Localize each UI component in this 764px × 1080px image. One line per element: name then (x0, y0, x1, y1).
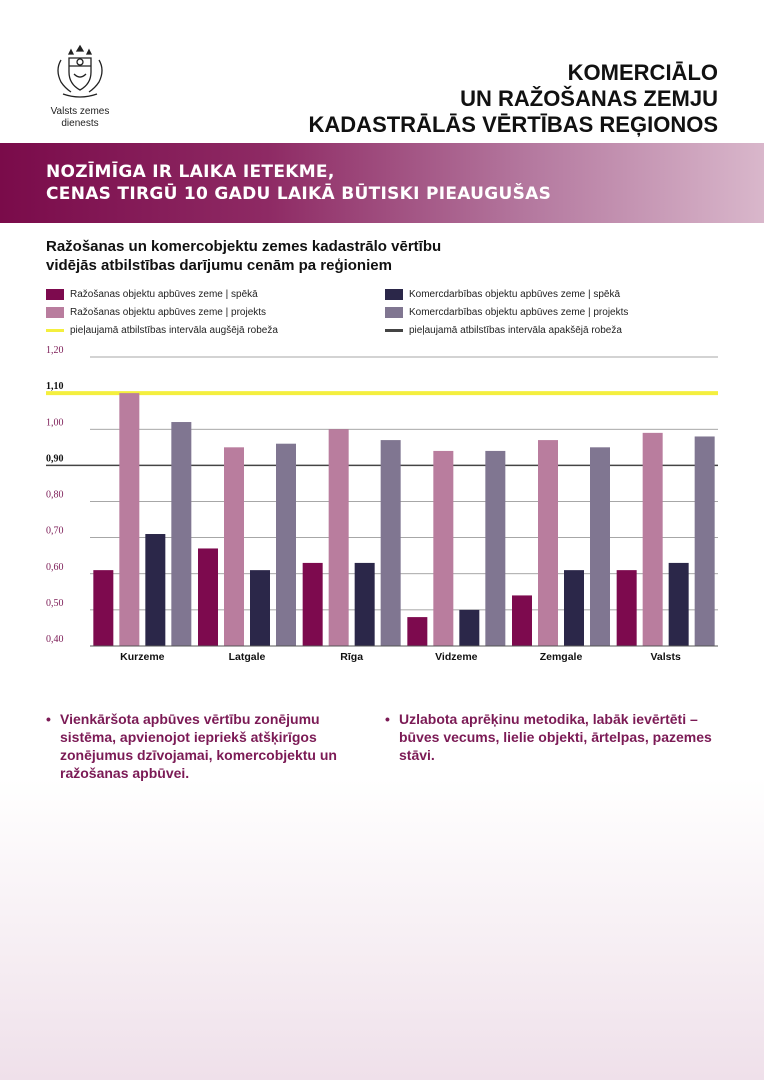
bar-s2 (328, 429, 349, 646)
bar-s3 (459, 609, 480, 646)
headline-banner: NOZĪMĪGA IR LAIKA IETEKME, CENAS TIRGŪ 1… (0, 143, 764, 223)
x-tick-label: Zemgale (540, 651, 583, 663)
page-title-line2: UN RAŽOŠANAS ZEMJU (460, 86, 718, 111)
legend-label-s1: Ražošanas objektu apbūves zeme | spēkā (70, 289, 258, 300)
bar-s2 (642, 432, 663, 646)
bar-s2 (538, 440, 558, 646)
bar-s4 (590, 447, 610, 646)
bullet-dot-1: • (46, 711, 51, 727)
bullet-text-2: Uzlabota aprēķinu metodika, labāk ievērt… (399, 711, 712, 763)
bar-s1 (407, 617, 428, 646)
legend-label-s4: Komercdarbības objektu apbūves zeme | pr… (409, 307, 629, 318)
legend-swatch-s4 (385, 307, 403, 318)
y-tick-label: 0,80 (46, 490, 64, 501)
legend-line-upper (46, 329, 64, 332)
legend-swatch-s1 (46, 289, 64, 300)
x-tick-label: Kurzeme (120, 651, 165, 663)
page-title-line3: KADASTRĀLĀS VĒRTĪBAS REĢIONOS (308, 112, 718, 137)
bar-s1 (93, 570, 114, 646)
legend-label-lower: pieļaujamā atbilstības intervāla apakšēj… (409, 325, 622, 336)
bar-s3 (354, 562, 375, 646)
chart-title-line1: Ražošanas un komercobjektu zemes kadastr… (46, 238, 442, 255)
legend-item-s1: Ražošanas objektu apbūves zeme | spēkā (46, 289, 258, 300)
logo: Valsts zemes dienests (40, 40, 120, 130)
logo-text-line2: dienests (61, 118, 99, 129)
page-title: KOMERCIĀLO UN RAŽOŠANAS ZEMJU KADASTRĀLĀ… (309, 60, 718, 138)
x-tick-label: Rīga (340, 651, 363, 663)
y-tick-label: 1,00 (46, 417, 64, 428)
legend-item-upper: pieļaujamā atbilstības intervāla augšējā… (46, 325, 278, 336)
y-tick-label: 0,90 (46, 453, 64, 464)
y-tick-label: 0,60 (46, 562, 64, 573)
bar-s4 (276, 443, 296, 646)
bar-s2 (224, 447, 244, 646)
bullet-item-1: • Vienkāršota apbūves vērtību zonējumu s… (46, 710, 376, 782)
bar-chart: 0,40 0,50 0,60 0,70 0,80 0,90 1,00 1,10 1,20 Kurz… (46, 345, 718, 663)
bar-s3 (668, 562, 689, 646)
bar-s1 (198, 548, 218, 646)
bar-s4 (485, 450, 506, 646)
bar-s1 (512, 595, 532, 646)
bullet-text-1: Vienkāršota apbūves vērtību zonējumu sis… (60, 711, 337, 781)
coat-of-arms-icon (57, 44, 103, 98)
bar-s3 (250, 570, 270, 646)
legend-item-s3: Komercdarbības objektu apbūves zeme | sp… (385, 289, 620, 300)
x-tick-label: Vidzeme (435, 651, 478, 663)
y-tick-label: 0,70 (46, 526, 64, 537)
bar-s4 (171, 422, 192, 646)
chart-title: Ražošanas un komercobjektu zemes kadastr… (46, 237, 646, 275)
page-title-line1: KOMERCIĀLO (567, 60, 718, 85)
bar-s2 (119, 393, 140, 646)
y-tick-label: 0,40 (46, 634, 64, 645)
y-tick-label: 0,50 (46, 598, 64, 609)
legend-line-lower (385, 329, 403, 332)
legend-item-lower: pieļaujamā atbilstības intervāla apakšēj… (385, 325, 622, 336)
legend-item-s2: Ražošanas objektu apbūves zeme | projekt… (46, 307, 266, 318)
legend-swatch-s2 (46, 307, 64, 318)
y-tick-label: 1,10 (46, 381, 64, 392)
bar-s3 (564, 570, 584, 646)
x-tick-label: Latgale (229, 651, 266, 663)
legend-label-upper: pieļaujamā atbilstības intervāla augšējā… (70, 325, 278, 336)
bullet-item-2: • Uzlabota aprēķinu metodika, labāk ievē… (385, 710, 715, 764)
bullet-dot-2: • (385, 711, 390, 727)
legend-label-s3: Komercdarbības objektu apbūves zeme | sp… (409, 289, 621, 300)
bar-s1 (302, 562, 323, 646)
bar-s4 (694, 436, 715, 646)
bar-s3 (145, 534, 166, 646)
bar-s2 (433, 450, 454, 646)
legend-item-s4: Komercdarbības objektu apbūves zeme | pr… (385, 307, 628, 318)
chart-title-line2: vidējās atbilstības darījumu cenām pa re… (46, 257, 392, 274)
legend-label-s2: Ražošanas objektu apbūves zeme | projekt… (70, 307, 267, 318)
banner-line2: CENAS TIRGŪ 10 GADU LAIKĀ BŪTISKI PIEAUG… (46, 184, 552, 204)
logo-text-line1: Valsts zemes (50, 106, 110, 117)
banner-line1: NOZĪMĪGA IR LAIKA IETEKME, (46, 162, 335, 182)
bar-s1 (616, 570, 637, 646)
bar-s4 (380, 440, 401, 646)
x-tick-label: Valsts (650, 651, 681, 663)
y-tick-label: 1,20 (46, 345, 64, 356)
legend-swatch-s3 (385, 289, 403, 300)
